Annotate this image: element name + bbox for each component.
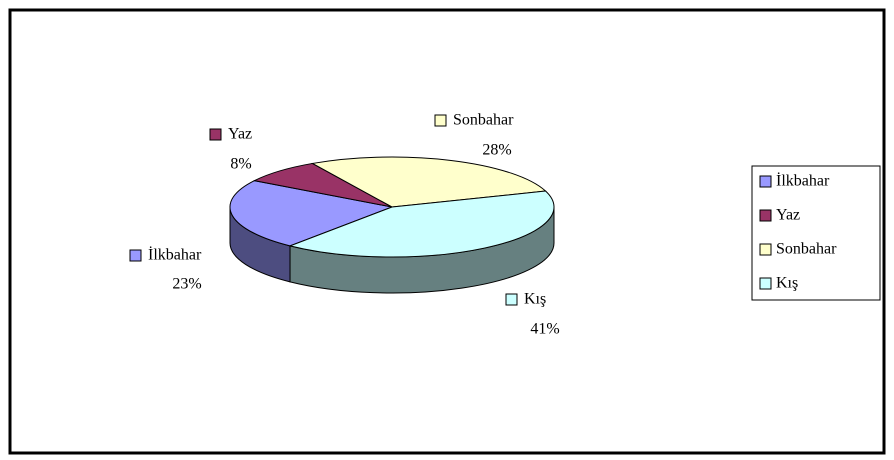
data-label-value: 8% [230, 156, 251, 173]
label-key [434, 114, 447, 127]
data-label-name: Kış [524, 291, 546, 308]
data-label-value: 41% [530, 321, 559, 338]
label-key [209, 128, 222, 141]
legend-label: İlkbahar [776, 172, 830, 190]
data-label-name: İlkbahar [148, 246, 202, 264]
label-key [129, 249, 142, 262]
legend-label: Sonbahar [776, 241, 837, 258]
slice [229, 180, 394, 247]
legend-label: Kış [776, 275, 798, 292]
legend-box [751, 165, 881, 301]
data-label-name: Yaz [228, 126, 252, 143]
slice [288, 190, 555, 258]
data-label-value: 28% [482, 142, 511, 159]
slice [310, 156, 547, 208]
legend-label: Yaz [776, 207, 800, 224]
legend-key [759, 243, 772, 256]
legend-key [759, 175, 772, 188]
label-key [505, 293, 518, 306]
legend-key [759, 277, 772, 290]
data-label-name: Sonbahar [453, 112, 514, 129]
legend-key [759, 209, 772, 222]
data-label-value: 23% [172, 276, 201, 293]
